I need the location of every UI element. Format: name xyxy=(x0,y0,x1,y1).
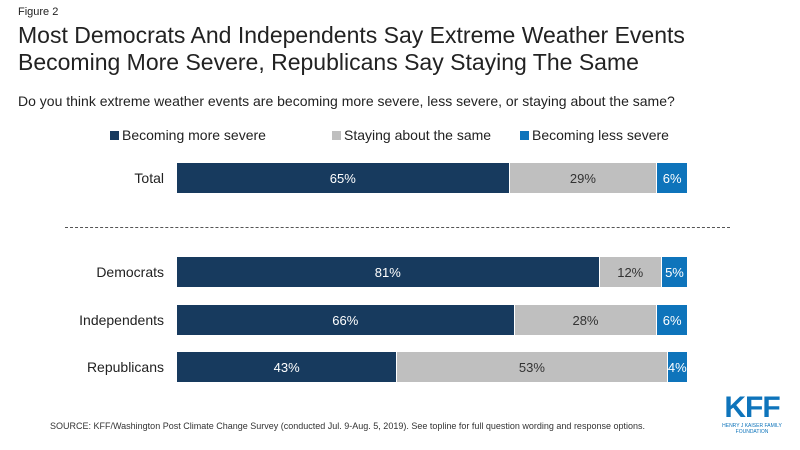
bar-segment-independents-more: 66% xyxy=(177,305,514,335)
legend-item-same: Staying about the same xyxy=(332,127,491,143)
legend-swatch-more xyxy=(110,130,119,140)
bar-segment-independents-same: 28% xyxy=(513,305,657,335)
legend-item-more: Becoming more severe xyxy=(110,127,266,143)
legend-item-less: Becoming less severe xyxy=(520,127,669,143)
data-label-republicans-more: 43% xyxy=(273,359,300,375)
section-divider xyxy=(65,227,730,228)
bar-segment-total-same: 29% xyxy=(508,163,657,193)
bar-segment-total-more: 65% xyxy=(177,163,509,193)
bar-segment-democrats-less: 5% xyxy=(660,257,687,287)
data-label-independents-less: 6% xyxy=(662,312,682,328)
legend-label-same: Staying about the same xyxy=(344,127,492,143)
row-label-democrats: Democrats xyxy=(96,264,164,280)
bar-total: 65% 29% 6% xyxy=(177,163,687,193)
bar-independents: 66% 28% 6% xyxy=(177,305,687,335)
bar-segment-total-less: 6% xyxy=(656,163,687,193)
legend-label-more: Becoming more severe xyxy=(122,127,266,143)
figure-label: Figure 2 xyxy=(18,6,59,18)
logo-subtext: HENRY J KAISER FAMILY FOUNDATION xyxy=(722,423,782,435)
data-label-republicans-same: 53% xyxy=(518,359,545,375)
bar-segment-republicans-more: 43% xyxy=(177,352,397,382)
legend-label-less: Becoming less severe xyxy=(532,127,669,143)
bar-democrats: 81% 12% 5% xyxy=(177,257,687,287)
data-label-democrats-more: 81% xyxy=(374,264,401,280)
row-label-independents: Independents xyxy=(79,312,164,328)
bar-segment-republicans-less: 4% xyxy=(666,352,687,382)
bar-segment-democrats-same: 12% xyxy=(598,257,661,287)
source-note: SOURCE: KFF/Washington Post Climate Chan… xyxy=(50,421,645,431)
data-label-democrats-same: 12% xyxy=(617,264,644,280)
bar-segment-democrats-more: 81% xyxy=(177,257,599,287)
row-label-total: Total xyxy=(134,170,164,186)
bar-segment-independents-less: 6% xyxy=(656,305,687,335)
data-label-total-same: 29% xyxy=(569,170,596,186)
bar-segment-republicans-same: 53% xyxy=(396,352,667,382)
data-label-independents-same: 28% xyxy=(572,312,599,328)
legend-swatch-same xyxy=(332,130,341,140)
legend-swatch-less xyxy=(520,130,529,140)
data-label-republicans-less: 4% xyxy=(667,359,687,375)
chart-title: Most Democrats And Independents Say Extr… xyxy=(18,22,685,75)
row-label-republicans: Republicans xyxy=(86,359,164,375)
kff-logo: KFF HENRY J KAISER FAMILY FOUNDATION xyxy=(719,391,785,436)
bar-republicans: 43% 53% 4% xyxy=(177,352,687,382)
chart-legend: Becoming more severe Staying about the s… xyxy=(0,127,800,145)
data-label-total-more: 65% xyxy=(329,170,356,186)
data-label-independents-more: 66% xyxy=(332,312,359,328)
data-label-democrats-less: 5% xyxy=(665,264,684,280)
data-label-total-less: 6% xyxy=(662,170,682,186)
logo-text: KFF xyxy=(724,391,780,424)
chart-subtitle: Do you think extreme weather events are … xyxy=(18,93,675,109)
